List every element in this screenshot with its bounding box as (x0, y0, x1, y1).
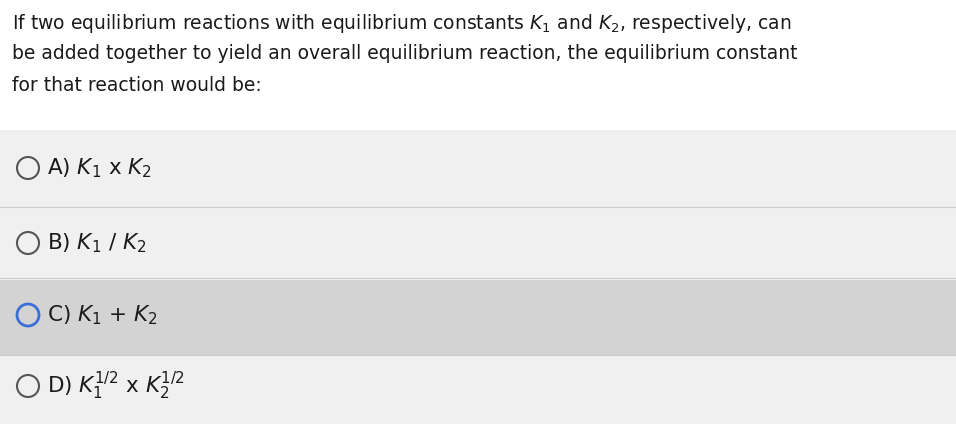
Text: B) $K_1$ / $K_2$: B) $K_1$ / $K_2$ (47, 231, 146, 255)
Text: C) $K_1$ + $K_2$: C) $K_1$ + $K_2$ (47, 303, 158, 327)
Text: A) $K_1$ x $K_2$: A) $K_1$ x $K_2$ (47, 156, 152, 180)
Text: for that reaction would be:: for that reaction would be: (12, 76, 262, 95)
Text: If two equilibrium reactions with equilibrium constants $K_1$ and $K_2$, respect: If two equilibrium reactions with equili… (12, 12, 792, 35)
FancyBboxPatch shape (0, 280, 956, 355)
FancyBboxPatch shape (0, 130, 956, 424)
Text: D) $K_1^{1/2}$ x $K_2^{1/2}$: D) $K_1^{1/2}$ x $K_2^{1/2}$ (47, 370, 185, 402)
Text: be added together to yield an overall equilibrium reaction, the equilibrium cons: be added together to yield an overall eq… (12, 44, 797, 63)
FancyBboxPatch shape (0, 0, 956, 130)
